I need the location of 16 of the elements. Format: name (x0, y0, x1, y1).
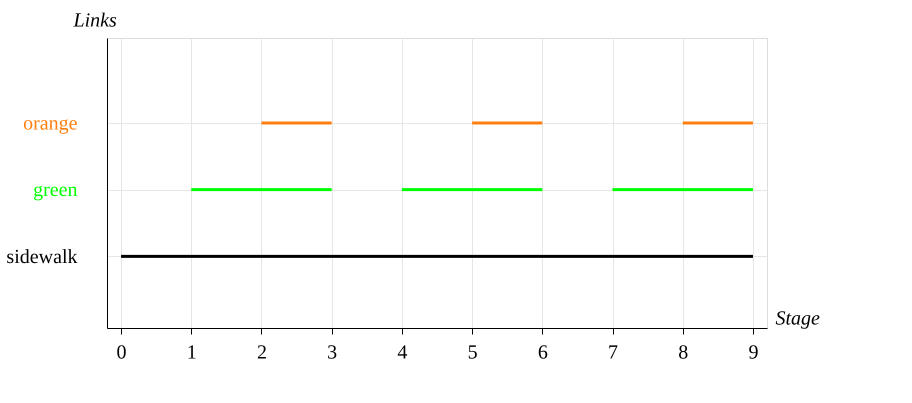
x-tick-label: 0 (116, 342, 127, 364)
y-tick-label: orange (23, 112, 78, 134)
y-tick-label: green (33, 179, 78, 202)
x-tick-label: 9 (748, 342, 758, 364)
x-tick-label: 1 (186, 342, 197, 364)
x-tick-label: 4 (397, 342, 408, 364)
y-axis-title: Links (72, 10, 118, 32)
x-tick-label: 8 (678, 342, 688, 364)
bar (121, 254, 753, 258)
x-tick-label: 2 (256, 342, 267, 364)
x-axis-title: Stage (776, 308, 820, 330)
x-tick-label: 5 (468, 342, 478, 364)
y-tick-label: sidewalk (6, 246, 78, 268)
x-tick-label: 3 (327, 342, 338, 364)
x-tick-label: 6 (538, 342, 548, 364)
x-tick-label: 7 (608, 342, 618, 364)
